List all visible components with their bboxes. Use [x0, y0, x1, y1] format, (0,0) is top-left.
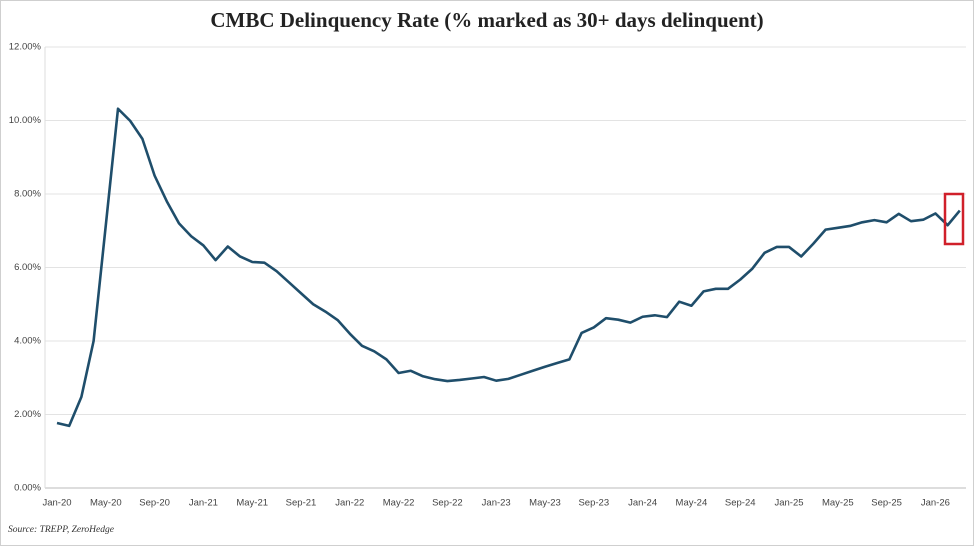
- x-tick-label: May-25: [822, 498, 854, 509]
- x-tick-label: May-24: [676, 498, 708, 509]
- chart-title: CMBC Delinquency Rate (% marked as 30+ d…: [210, 8, 763, 32]
- x-tick-label: Sep-22: [432, 498, 463, 509]
- source-note: Source: TREPP, ZeroHedge: [8, 525, 114, 535]
- x-tick-label: Jan-21: [189, 498, 218, 509]
- x-tick-label: May-22: [383, 498, 415, 509]
- x-tick-label: Jan-24: [628, 498, 657, 509]
- x-tick-label: Jan-22: [335, 498, 364, 509]
- x-tick-label: May-20: [90, 498, 122, 509]
- x-tick-label: Jan-20: [42, 498, 71, 509]
- x-tick-label: Sep-20: [139, 498, 170, 509]
- x-tick-label: Sep-21: [286, 498, 317, 509]
- x-tick-label: Jan-26: [921, 498, 950, 509]
- y-tick-label: 8.00%: [14, 189, 41, 200]
- x-tick-label: Jan-25: [774, 498, 803, 509]
- y-tick-label: 6.00%: [14, 262, 41, 273]
- highlight-box: [943, 192, 965, 246]
- y-tick-label: 2.00%: [14, 409, 41, 420]
- y-tick-label: 4.00%: [14, 336, 41, 347]
- y-tick-label: 10.00%: [9, 115, 42, 126]
- x-tick-label: Sep-23: [578, 498, 609, 509]
- data-line: [56, 107, 961, 428]
- x-tick-label: May-23: [529, 498, 561, 509]
- x-tick-label: Sep-25: [871, 498, 902, 509]
- x-tick-label: May-21: [236, 498, 268, 509]
- y-tick-label: 12.00%: [9, 42, 42, 53]
- y-tick-label: 0.00%: [14, 483, 41, 494]
- x-tick-label: Jan-23: [482, 498, 511, 509]
- x-tick-label: Sep-24: [725, 498, 756, 509]
